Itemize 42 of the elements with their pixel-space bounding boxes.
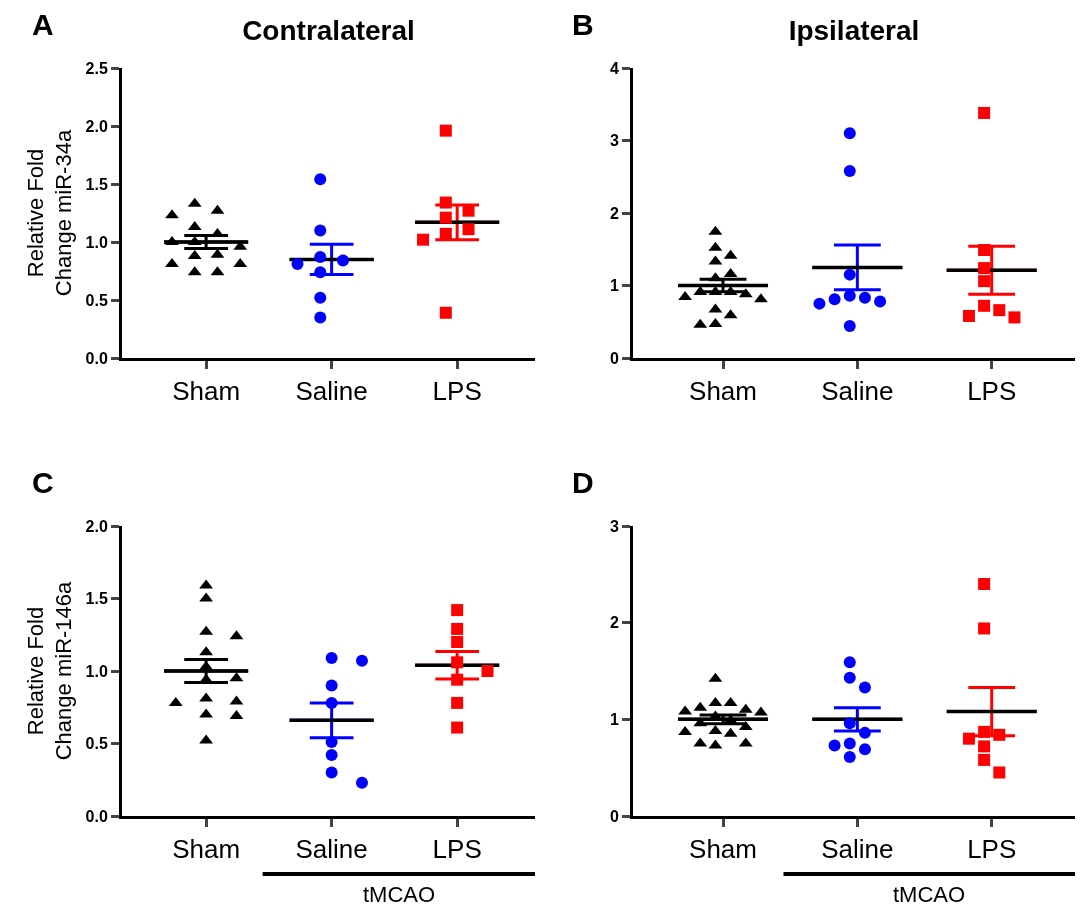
y-tick-label: 2 [609,204,619,222]
y-tick-label: 2 [609,614,619,632]
y-tick-label: 3 [609,517,619,535]
x-tick-label: LPS [967,834,1017,865]
y-axis-title: Relative Fold Change miR-34a [22,129,77,297]
chart-title: Contralateral [242,14,415,46]
y-tick-label: 1.0 [85,662,108,680]
x-tick-label: Sham [689,376,757,407]
y-tick-label: 2.0 [85,117,108,135]
y-tick-label: 0.5 [85,735,108,753]
x-tick-label: Saline [821,834,894,865]
x-tick-label: Sham [172,376,241,407]
x-tick-label: Saline [295,834,368,865]
y-tick-label: 1.5 [85,175,108,193]
text: A [32,8,54,41]
y-tick-label: 1 [609,277,619,295]
y-tick-label: 4 [609,59,619,77]
y-tick-label: 1.5 [85,590,108,608]
y-tick-label: 2.0 [85,517,108,535]
y-tick-label: 0 [609,807,619,825]
y-tick-label: 2.5 [85,59,108,77]
y-tick-label: 3 [609,132,619,150]
y-tick-label: 0.5 [85,291,108,309]
text: tMCAO [893,882,966,907]
y-tick-label: 0 [609,349,619,367]
x-tick-label: Saline [295,376,368,407]
chart-title: Ipsilateral [788,14,920,46]
y-tick-label: 0.0 [85,807,108,825]
text: tMCAO [363,882,436,907]
y-tick-label: 0.0 [85,349,108,367]
x-tick-label: Sham [689,834,757,865]
x-tick-label: LPS [967,376,1017,407]
x-tick-label: Sham [172,834,241,865]
y-axis-title: Relative Fold Change miR-146a [22,580,77,761]
text: C [32,466,54,499]
x-tick-label: Saline [821,376,894,407]
text: D [572,466,594,499]
x-tick-label: LPS [432,376,482,407]
x-tick-label: LPS [432,834,482,865]
y-tick-label: 1.0 [85,233,108,251]
y-tick-label: 1 [609,710,619,728]
text: B [572,8,594,41]
